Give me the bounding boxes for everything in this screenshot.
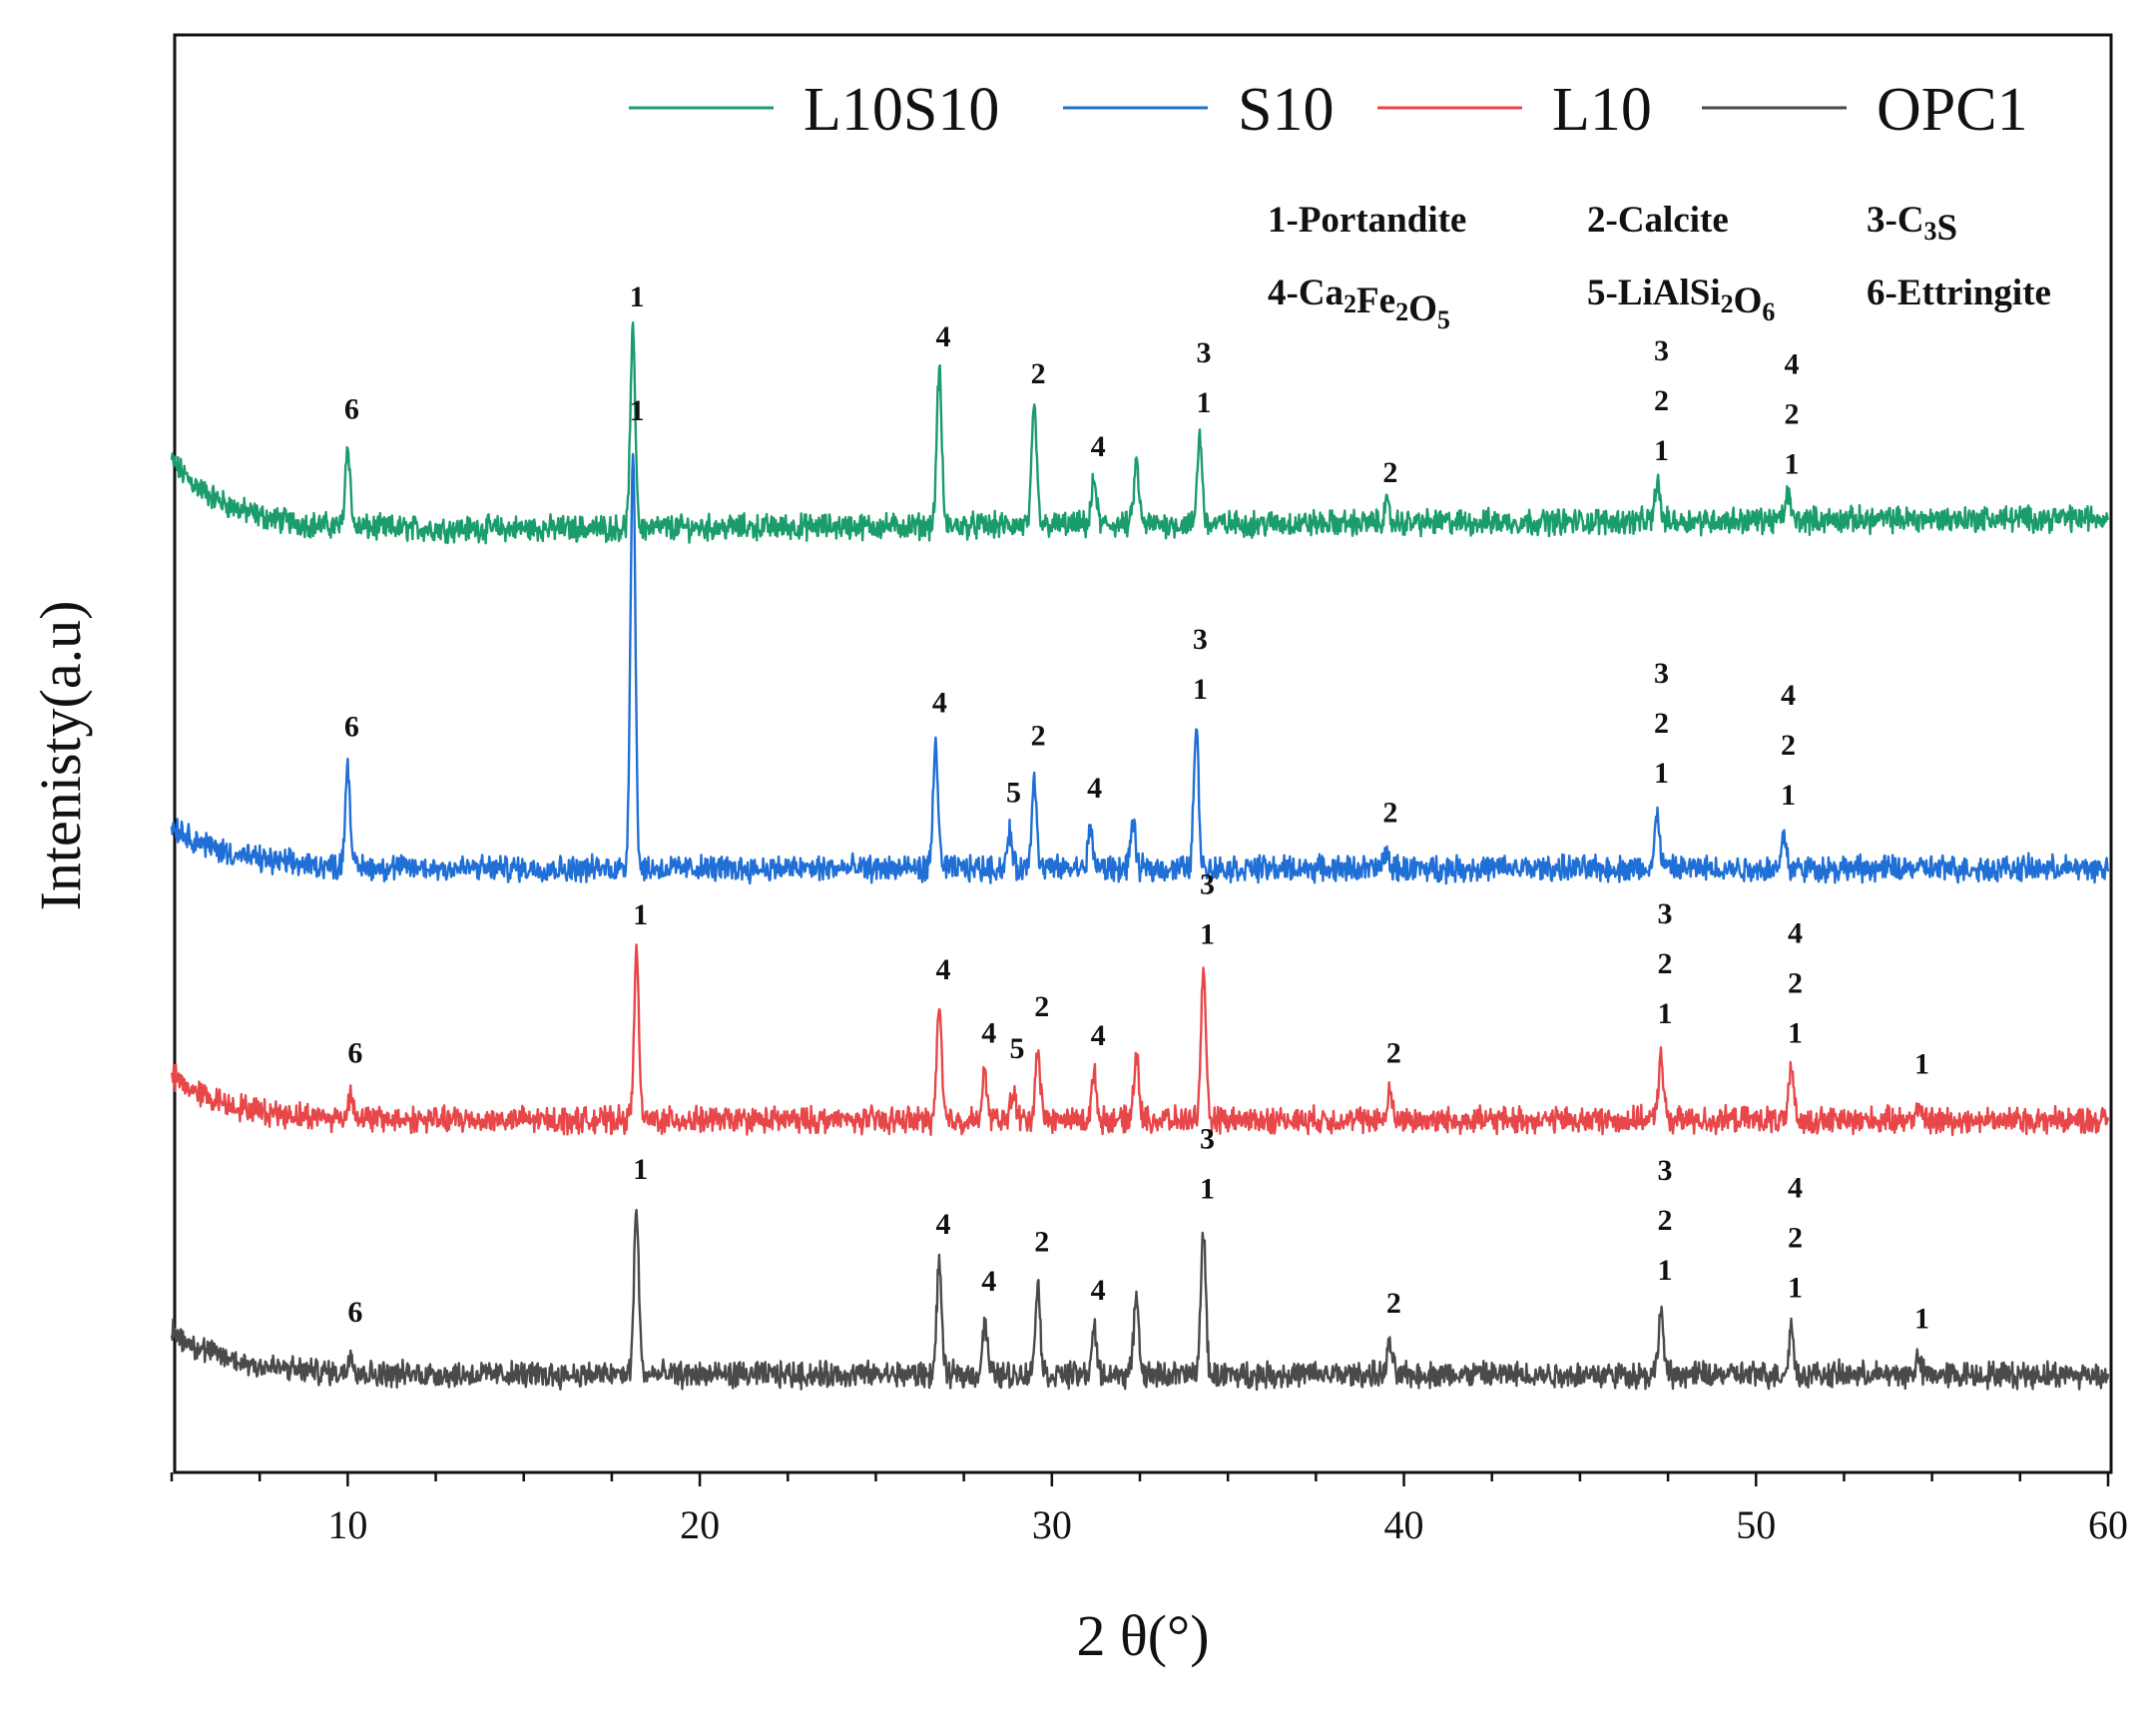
peak-label: 2 <box>1034 1225 1049 1258</box>
peak-label: 3 <box>1200 868 1215 901</box>
peak-label: 5 <box>1006 777 1021 810</box>
x-axis-label: 2 θ(°) <box>1076 1603 1209 1668</box>
x-axis-tick-labels: 10 20 30 40 50 60 <box>327 1502 2128 1547</box>
peak-label: 2 <box>1788 967 1803 1000</box>
x-tick-label: 60 <box>2088 1502 2128 1547</box>
legend-label: L10S10 <box>804 76 999 144</box>
peak-label: 1 <box>1193 673 1208 706</box>
peak-label: 5 <box>1010 1032 1025 1065</box>
peak-label: 2 <box>1654 707 1669 740</box>
phase-legend-entry: 2-Calcite <box>1587 200 1729 241</box>
peak-label: 2 <box>1382 796 1397 829</box>
peak-label: 1 <box>1200 918 1215 951</box>
peak-label: 2 <box>1788 1222 1803 1255</box>
peak-label: 2 <box>1031 357 1046 390</box>
x-axis-ticks <box>170 1472 2110 1486</box>
legend-label: S10 <box>1238 76 1334 144</box>
peak-label: 4 <box>1788 1172 1803 1205</box>
phase-legend-entry: 6-Ettringite <box>1867 273 2051 313</box>
peak-label: 6 <box>347 1036 362 1069</box>
phase-legend: 1-Portandite 2-Calcite 3-C3S 4-Ca2Fe2O5 5-Li… <box>1268 200 2051 334</box>
y-axis-label: Intenisty(a.u) <box>28 601 93 911</box>
x-tick-label: 30 <box>1032 1502 1072 1547</box>
peak-label: 2 <box>1781 729 1796 762</box>
peak-label: 2 <box>1386 1036 1401 1069</box>
legend-label: L10 <box>1552 76 1652 144</box>
peak-label: 4 <box>981 1265 996 1298</box>
peak-label: 3 <box>1193 623 1208 656</box>
peak-label: 1 <box>1654 434 1669 467</box>
peak-label: 6 <box>344 711 359 744</box>
x-tick-label: 50 <box>1736 1502 1776 1547</box>
series-group <box>170 320 2110 1392</box>
x-tick-label: 20 <box>680 1502 720 1547</box>
peak-label: 1 <box>630 281 645 313</box>
peak-label: 4 <box>1781 679 1796 712</box>
peak-label: 1 <box>1785 447 1800 480</box>
peak-label: 2 <box>1382 456 1397 489</box>
peak-label: 4 <box>935 320 950 353</box>
peak-label: 2 <box>1658 947 1673 980</box>
peak-label: 1 <box>1914 1047 1929 1080</box>
phase-legend-entry: 5-LiAlSi2O6 <box>1587 273 1775 326</box>
peak-label: 4 <box>981 1017 996 1050</box>
peak-label: 4 <box>1785 347 1800 380</box>
peak-label: 1 <box>1788 1017 1803 1050</box>
peak-label: 1 <box>1658 997 1673 1030</box>
peak-label: 2 <box>1654 384 1669 417</box>
series-legend: L10S10 S10 L10 OPC1 <box>629 76 2028 144</box>
peak-label: 1 <box>1788 1272 1803 1305</box>
peak-label: 2 <box>1031 719 1046 752</box>
peak-label: 2 <box>1386 1287 1401 1320</box>
peak-label: 6 <box>347 1296 362 1329</box>
peak-label: 1 <box>1914 1302 1929 1335</box>
x-tick-label: 40 <box>1384 1502 1424 1547</box>
peak-label: 4 <box>1091 430 1106 463</box>
peak-label: 1 <box>1654 757 1669 790</box>
peak-label: 2 <box>1034 990 1049 1023</box>
peak-label: 3 <box>1654 334 1669 367</box>
legend-label: OPC1 <box>1877 76 2028 144</box>
peak-label: 1 <box>1781 779 1796 812</box>
peak-label: 1 <box>633 898 648 931</box>
peak-label: 3 <box>1196 336 1211 369</box>
peak-label: 1 <box>1200 1173 1215 1206</box>
series-line-l10s10 <box>170 320 2110 545</box>
series-line-opc1 <box>170 1208 2110 1392</box>
peak-label: 3 <box>1658 897 1673 930</box>
peak-label: 4 <box>1091 1274 1106 1307</box>
peak-label: 1 <box>630 394 645 427</box>
peak-label: 6 <box>344 392 359 425</box>
phase-legend-entry: 1-Portandite <box>1268 200 1466 241</box>
phase-legend-entry: 4-Ca2Fe2O5 <box>1268 273 1450 334</box>
peak-label: 1 <box>1196 386 1211 419</box>
peak-label: 4 <box>1087 772 1102 805</box>
peak-label: 1 <box>633 1153 648 1186</box>
peak-label: 3 <box>1658 1154 1673 1187</box>
peak-label: 4 <box>1091 1019 1106 1052</box>
peak-label: 2 <box>1658 1204 1673 1237</box>
peak-label: 1 <box>1658 1254 1673 1287</box>
phase-legend-entry: 3-C3S <box>1867 200 1957 249</box>
peak-label: 4 <box>935 1208 950 1241</box>
peak-label: 4 <box>1788 917 1803 950</box>
series-line-s10 <box>170 452 2110 885</box>
x-tick-label: 10 <box>327 1502 367 1547</box>
peak-label: 3 <box>1654 657 1669 690</box>
plot-frame <box>173 33 2113 1474</box>
peak-label: 2 <box>1785 397 1800 430</box>
peak-label: 4 <box>935 953 950 986</box>
series-line-l10 <box>170 943 2110 1137</box>
peak-label: 3 <box>1200 1123 1215 1156</box>
peak-label: 4 <box>932 686 947 719</box>
